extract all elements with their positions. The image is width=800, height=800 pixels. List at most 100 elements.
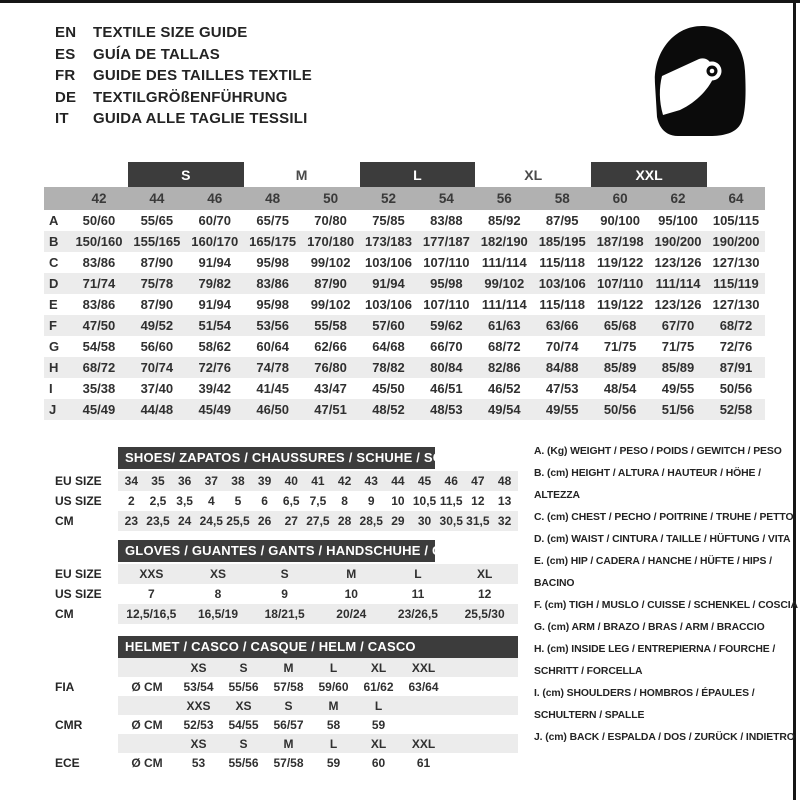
size-cell: 63/66 (533, 315, 592, 336)
size-cell: 71/74 (70, 273, 128, 294)
size-cell: 187/198 (591, 231, 650, 252)
helmet-row: ECE Ø CM 53 55/56 57/58 59 60 61 (55, 753, 518, 772)
eu-size-cell: 56 (475, 187, 534, 210)
eu-size-cell: 50 (301, 187, 360, 210)
size-cell: 71/75 (603, 339, 637, 354)
size-cell: 36 (171, 471, 198, 491)
size-cell: 10 (391, 494, 405, 508)
size-cell: 111/114 (481, 255, 527, 270)
size-cell: 75/78 (127, 273, 186, 294)
size-cell: 34 (118, 471, 145, 491)
size-cell: 46/50 (243, 399, 302, 420)
shoes-row: US SIZE 2 2,5 3,5 4 5 6 6,5 7,5 8 9 10 10,5 11,5 12 13 (55, 491, 518, 511)
size-cell: 49/52 (127, 315, 186, 336)
helmet-value-cell: 61/62 (363, 679, 394, 694)
size-table-row: H 68/72 70/74 72/76 74/78 76/80 78/82 80/84 82/8… (44, 357, 765, 378)
size-cell: 6 (261, 494, 268, 508)
legend-item: D. (cm) WAIST / CINTURA / TAILLE / HÜFTU… (534, 534, 791, 545)
size-cell: 30,5 (437, 511, 465, 531)
size-cell: 44/48 (127, 399, 186, 420)
size-cell: 60/64 (256, 339, 289, 354)
size-cell: 107/110 (423, 255, 470, 270)
size-cell: 103/106 (533, 273, 592, 294)
size-cell: 67/70 (649, 315, 707, 336)
size-cell: 51/54 (185, 315, 244, 336)
size-cell: 68/72 (488, 339, 521, 354)
size-cell: 95/98 (256, 297, 289, 312)
size-cell: 87/90 (140, 255, 174, 270)
size-cell: 55/65 (140, 213, 174, 228)
helmet-value-cell: Ø CM (131, 679, 163, 694)
language-title: TEXTILE SIZE GUIDE (93, 24, 248, 41)
row-label: E (49, 297, 58, 312)
size-cell: 173/183 (359, 231, 418, 252)
helmet-size-cell (118, 658, 176, 677)
size-cell: 103/106 (364, 297, 412, 312)
size-cell: 18/21,5 (251, 604, 318, 624)
gloves-row: US SIZE 7 8 9 10 11 12 (55, 584, 518, 604)
size-cell: 49/55 (533, 399, 592, 420)
size-cell: 90/100 (600, 213, 640, 228)
size-cell: 60/70 (198, 213, 232, 228)
gloves-row: CM 12,5/16,5 16,5/19 18/21,5 20/24 23/26,5 25,… (55, 604, 518, 624)
size-group-label: M (295, 166, 308, 183)
size-cell: 5 (234, 494, 242, 508)
size-cell: 45/49 (185, 399, 244, 420)
size-cell: 56/60 (140, 339, 174, 354)
row-label: CM (55, 607, 74, 621)
eu-size-cell: 54 (417, 187, 476, 210)
size-cell: 127/130 (712, 255, 760, 270)
helmet-size-cell: S (221, 734, 266, 753)
language-row: IT GUIDA ALLE TAGLIE TESSILI (55, 108, 312, 130)
size-cell: 49/55 (661, 381, 695, 396)
size-group-label: XL (524, 166, 543, 183)
size-cell: 85/89 (649, 357, 707, 378)
standard-label (55, 696, 118, 715)
size-cell: 95/98 (256, 255, 289, 270)
size-cell: 70/74 (127, 357, 186, 378)
eu-size-cell: 52 (359, 187, 418, 210)
row-label: J (44, 399, 70, 420)
size-cell: 111/114 (481, 297, 527, 312)
size-cell: 50/56 (719, 381, 753, 396)
size-cell: 20/24 (317, 604, 385, 624)
helmet-value-cell: 57/58 (273, 679, 304, 694)
size-cell: 12 (471, 494, 485, 508)
size-table-row: B 150/160 155/165 160/170 165/175 170/180 173/… (44, 231, 765, 252)
size-cell: 87/90 (140, 297, 174, 312)
size-cell: 85/89 (591, 357, 650, 378)
size-cell: 99/102 (310, 255, 351, 270)
language-title: TEXTILGRÖßENFÜHRUNG (93, 88, 288, 106)
size-cell: 45/50 (372, 381, 405, 396)
shoes-title-bar: SHOES/ ZAPATOS / CHAUSSURES / SCHUHE / S… (118, 447, 479, 469)
helmet-size-cell (118, 696, 176, 715)
standard-label: FIA (55, 679, 75, 694)
size-cell: 48/52 (359, 399, 418, 420)
size-cell: 24 (171, 511, 198, 531)
size-cell: 57/60 (359, 315, 418, 336)
helmet-size-cell: L (311, 734, 356, 753)
helmet-value-cell (401, 715, 446, 734)
size-cell: 123/126 (654, 255, 702, 270)
size-cell: M (317, 564, 385, 584)
size-cell: 87/91 (706, 357, 765, 378)
size-cell: 91/94 (198, 297, 232, 312)
size-cell: 107/110 (423, 297, 470, 312)
size-cell: 11,5 (439, 494, 463, 508)
helmet-row: XXS XS S M L (55, 696, 518, 715)
row-label: C (49, 255, 59, 270)
size-cell: 91/94 (359, 273, 418, 294)
legend-item: G. (cm) ARM / BRAZO / BRAS / ARM / BRACC… (534, 622, 765, 633)
eu-size-cell: 64 (706, 187, 765, 210)
helmet-value-cell: 63/64 (408, 679, 439, 694)
size-cell: 25,5/30 (451, 604, 518, 624)
size-cell: 23,5 (144, 511, 172, 531)
language-header: EN TEXTILE SIZE GUIDE ES GUÍA DE TALLAS FR GU… (55, 22, 312, 130)
size-cell: 8 (214, 587, 222, 601)
helmet-value-cell: 55/56 (228, 755, 259, 770)
size-cell: 83/88 (430, 213, 463, 228)
helmet-value-cell: 53 (191, 755, 206, 770)
helmet-row: CMR Ø CM 52/53 54/55 56/57 58 59 (55, 715, 518, 734)
size-cell: 79/82 (185, 273, 244, 294)
size-cell: 39 (251, 471, 278, 491)
